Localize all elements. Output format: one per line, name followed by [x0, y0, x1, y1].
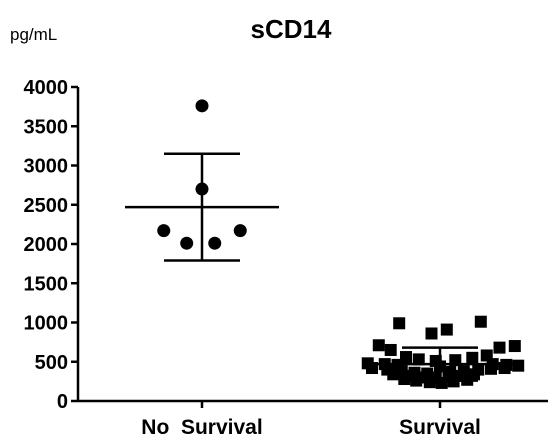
data-point	[474, 315, 487, 328]
data-point	[387, 368, 400, 381]
data-point	[423, 376, 436, 389]
y-tick-label: 0	[57, 391, 68, 413]
y-tick-label: 3000	[24, 156, 69, 178]
data-point	[372, 339, 385, 352]
data-point	[440, 323, 453, 336]
y-axis-unit-label: pg/mL	[10, 25, 57, 44]
x-tick-labels: No Survival Survival	[141, 416, 481, 436]
data-point	[466, 351, 479, 364]
data-point	[208, 236, 222, 250]
y-tick-labels: 0 500 1000 1500 2000 2500 3000 3500 4000	[24, 77, 69, 413]
data-point	[157, 224, 171, 238]
y-tick-label: 2500	[24, 195, 69, 217]
y-tick-label: 3500	[24, 116, 69, 138]
x-tick-label: No Survival	[141, 416, 262, 436]
data-point	[393, 317, 406, 330]
data-point	[435, 376, 448, 389]
y-tick-label: 4000	[24, 77, 69, 99]
data-point	[512, 359, 525, 372]
data-point	[195, 99, 209, 113]
data-point	[384, 343, 397, 356]
data-point	[493, 341, 506, 354]
data-points	[157, 99, 525, 389]
x-tick-label: Survival	[399, 416, 481, 436]
data-point	[233, 224, 247, 238]
data-point	[508, 340, 521, 353]
y-tick-label: 1500	[24, 273, 69, 295]
data-point	[412, 353, 425, 366]
data-point	[398, 373, 411, 386]
y-tick-label: 2000	[24, 234, 69, 256]
data-point	[425, 327, 438, 340]
y-tick-label: 500	[35, 352, 68, 374]
chart-title: sCD14	[251, 14, 332, 44]
data-point	[180, 236, 194, 250]
data-point	[485, 362, 497, 375]
y-tick-label: 1000	[24, 313, 69, 335]
axes	[71, 85, 548, 408]
mean-sd-bars	[125, 152, 517, 382]
